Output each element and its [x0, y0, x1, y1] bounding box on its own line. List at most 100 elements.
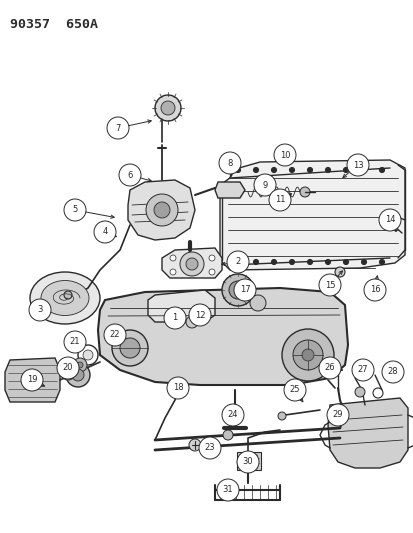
- Circle shape: [343, 167, 348, 173]
- Circle shape: [281, 329, 333, 381]
- Polygon shape: [327, 398, 407, 468]
- Text: 25: 25: [289, 385, 299, 394]
- Text: 2: 2: [235, 257, 240, 266]
- Polygon shape: [5, 358, 60, 402]
- Circle shape: [361, 260, 366, 264]
- Text: 23: 23: [204, 443, 215, 453]
- Circle shape: [218, 152, 240, 174]
- Text: 22: 22: [109, 330, 120, 340]
- Text: 29: 29: [332, 410, 342, 419]
- Circle shape: [72, 369, 84, 381]
- Circle shape: [78, 345, 98, 365]
- Text: 4: 4: [102, 228, 107, 237]
- Circle shape: [271, 167, 276, 173]
- Circle shape: [379, 260, 384, 264]
- Circle shape: [64, 199, 86, 221]
- Circle shape: [226, 251, 248, 273]
- Circle shape: [271, 260, 276, 264]
- Circle shape: [351, 359, 373, 381]
- Circle shape: [223, 430, 233, 440]
- Text: 30: 30: [242, 457, 253, 466]
- Text: 10: 10: [279, 150, 290, 159]
- Circle shape: [277, 412, 285, 420]
- Circle shape: [325, 260, 330, 264]
- Circle shape: [235, 260, 240, 264]
- Ellipse shape: [41, 280, 89, 316]
- Circle shape: [254, 174, 275, 196]
- Circle shape: [235, 167, 240, 173]
- Text: 18: 18: [172, 384, 183, 392]
- Circle shape: [361, 167, 366, 173]
- Circle shape: [236, 451, 259, 473]
- Text: 11: 11: [274, 196, 285, 205]
- Circle shape: [199, 437, 221, 459]
- Circle shape: [221, 404, 243, 426]
- Circle shape: [346, 154, 368, 176]
- Text: 27: 27: [357, 366, 368, 375]
- Circle shape: [268, 189, 290, 211]
- Circle shape: [326, 404, 348, 426]
- Polygon shape: [98, 288, 347, 385]
- Text: 28: 28: [387, 367, 397, 376]
- Polygon shape: [214, 182, 244, 198]
- Text: 15: 15: [324, 280, 335, 289]
- Text: 3: 3: [37, 305, 43, 314]
- Text: 90357  650A: 90357 650A: [10, 18, 98, 31]
- Circle shape: [154, 95, 180, 121]
- Circle shape: [283, 379, 305, 401]
- Circle shape: [57, 357, 79, 379]
- Circle shape: [325, 167, 330, 173]
- Polygon shape: [219, 160, 404, 270]
- Text: 26: 26: [324, 364, 335, 373]
- Circle shape: [307, 260, 312, 264]
- Circle shape: [73, 358, 87, 372]
- Circle shape: [318, 357, 340, 379]
- Text: 24: 24: [227, 410, 237, 419]
- Circle shape: [170, 269, 176, 275]
- Circle shape: [273, 144, 295, 166]
- Circle shape: [307, 167, 312, 173]
- Circle shape: [249, 295, 266, 311]
- Text: 1: 1: [172, 313, 177, 322]
- Circle shape: [29, 299, 51, 321]
- Ellipse shape: [30, 272, 100, 324]
- Circle shape: [146, 194, 178, 226]
- Circle shape: [378, 209, 400, 231]
- Circle shape: [180, 252, 204, 276]
- Circle shape: [64, 291, 72, 299]
- Polygon shape: [128, 180, 195, 240]
- Circle shape: [77, 362, 83, 368]
- Circle shape: [83, 350, 93, 360]
- Circle shape: [189, 304, 211, 326]
- Circle shape: [94, 221, 116, 243]
- Text: 6: 6: [127, 171, 133, 180]
- Circle shape: [363, 279, 385, 301]
- Text: 5: 5: [72, 206, 78, 214]
- Circle shape: [221, 274, 254, 306]
- Circle shape: [185, 258, 197, 270]
- Text: 16: 16: [369, 286, 380, 295]
- Circle shape: [334, 267, 344, 277]
- Circle shape: [299, 187, 309, 197]
- Circle shape: [318, 274, 340, 296]
- Circle shape: [21, 369, 43, 391]
- Polygon shape: [147, 290, 214, 322]
- Text: 31: 31: [222, 486, 233, 495]
- Circle shape: [289, 167, 294, 173]
- Circle shape: [164, 307, 185, 329]
- Text: 13: 13: [352, 160, 363, 169]
- Circle shape: [372, 388, 382, 398]
- Circle shape: [185, 316, 197, 328]
- Circle shape: [166, 377, 189, 399]
- Text: 21: 21: [69, 337, 80, 346]
- FancyBboxPatch shape: [236, 452, 260, 470]
- Circle shape: [66, 363, 90, 387]
- Text: 9: 9: [262, 181, 267, 190]
- Circle shape: [119, 164, 141, 186]
- Circle shape: [253, 260, 258, 264]
- Circle shape: [343, 260, 348, 264]
- Circle shape: [209, 269, 214, 275]
- Circle shape: [228, 281, 247, 299]
- Circle shape: [216, 479, 238, 501]
- Circle shape: [209, 255, 214, 261]
